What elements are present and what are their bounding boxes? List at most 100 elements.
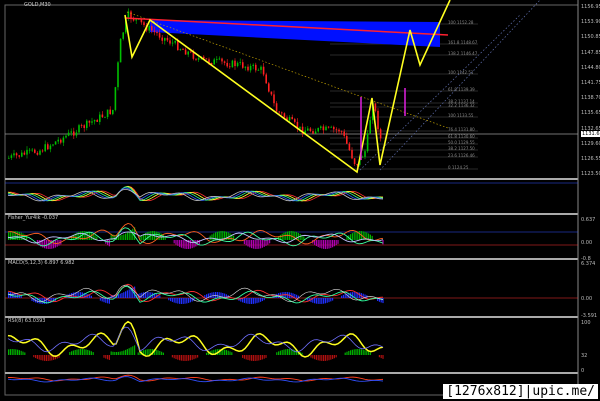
macd-histogram-bar <box>150 292 152 298</box>
candle-body <box>208 59 210 63</box>
rsi-histogram-bar <box>9 349 11 355</box>
macd-histogram-bar <box>157 294 159 298</box>
fisher-histogram-bar <box>177 240 179 246</box>
candle-body <box>294 119 296 122</box>
rsi-histogram-bar <box>144 349 146 355</box>
dotted-trendline <box>126 11 449 129</box>
rsi-axis-mid: 32 <box>581 353 588 359</box>
fisher-histogram-bar <box>220 231 222 240</box>
candle-body <box>132 18 135 21</box>
candle-body <box>151 25 153 31</box>
macd-histogram-bar <box>74 292 76 298</box>
rsi-histogram-bar <box>312 355 314 359</box>
fisher-histogram-bar <box>71 235 73 240</box>
macd-histogram-bar <box>101 298 103 302</box>
macd-histogram-bar <box>364 294 366 298</box>
fisher-histogram-bar <box>296 232 298 240</box>
candle-body <box>190 51 192 53</box>
fisher-histogram-bar <box>222 231 224 240</box>
candle-body <box>374 103 377 111</box>
rsi-histogram-bar <box>126 349 128 355</box>
candle-body <box>353 158 356 165</box>
fisher-histogram-bar <box>20 232 22 240</box>
rsi-histogram-bar <box>242 355 244 358</box>
price-axis-label: 1144.80 <box>581 64 600 71</box>
fisher-label: Fisher_Yur4ik -0.037 <box>8 215 59 221</box>
macd-histogram-bar <box>315 298 317 304</box>
fisher-histogram-bar <box>110 233 112 240</box>
macd-label: MACD(5,12,3) 6.897 6.982 <box>8 260 75 266</box>
macd-histogram-bar <box>377 298 379 301</box>
macd-histogram-bar <box>207 293 209 298</box>
panel-separator <box>5 178 578 180</box>
fisher-histogram-bar <box>303 236 305 240</box>
macd-histogram-bar <box>346 293 348 298</box>
fisher-histogram-bar <box>357 231 359 240</box>
macd-histogram-bar <box>251 298 253 304</box>
candle-body <box>23 152 26 155</box>
price-axis-label: 1156.95 <box>581 4 600 10</box>
fisher-histogram-bar <box>36 240 38 245</box>
fisher-histogram-bar <box>317 240 319 248</box>
fisher-histogram-bar <box>279 234 281 240</box>
macd-histogram-bar <box>323 298 325 304</box>
rsi-histogram-bar <box>153 349 155 355</box>
rsi-histogram-bar <box>143 350 145 355</box>
rsi-histogram-bar <box>171 355 173 358</box>
rsi-histogram-bar <box>11 349 13 355</box>
macd-histogram-bar <box>220 292 222 298</box>
fib-level-label: 161.8 1148.67 <box>448 40 478 45</box>
fisher-histogram-bar <box>269 240 271 244</box>
candle-body <box>340 131 343 133</box>
fisher-histogram-bar <box>92 234 94 240</box>
fib-level-label: 100 1133.55 <box>448 113 474 118</box>
macd-histogram-bar <box>114 294 116 298</box>
fisher-histogram-bar <box>182 240 184 249</box>
candle-body <box>164 37 166 41</box>
candle-body <box>195 58 197 60</box>
candle-body <box>117 62 119 88</box>
fisher-histogram-bar <box>297 232 299 240</box>
rsi-histogram-bar <box>188 355 190 361</box>
panel-separator <box>5 258 578 260</box>
macd-histogram-bar <box>108 298 110 304</box>
bottom-indicator-line <box>7 374 384 382</box>
rsi-histogram-bar <box>78 349 80 355</box>
fisher-histogram-bar <box>8 232 10 240</box>
macd-histogram-bar <box>351 292 353 298</box>
rsi-histogram-bar <box>323 355 325 361</box>
fisher-histogram-bar <box>143 233 145 240</box>
rsi-histogram-bar <box>278 351 280 355</box>
macd-histogram-bar <box>294 294 296 298</box>
fib-level-label: 0 1124.25 <box>448 165 469 170</box>
candle-body <box>327 126 330 128</box>
price-axis-label: 1153.90 <box>581 19 600 26</box>
candle-body <box>221 58 223 62</box>
fisher-histogram-bar <box>11 231 13 240</box>
fisher-axis-zero: 0.00 <box>581 240 593 246</box>
fisher-histogram-bar <box>321 240 323 249</box>
rsi-histogram-bar <box>24 352 26 355</box>
price-axis-label: 1138.70 <box>581 95 600 102</box>
candle-body <box>65 135 67 138</box>
candle-body <box>54 141 57 145</box>
candle-body <box>91 121 93 123</box>
rsi-histogram-bar <box>195 355 197 359</box>
macd-histogram-bar <box>224 293 226 298</box>
candle-body <box>270 91 273 95</box>
fib-level-label: 76.4 1131.80 <box>448 127 475 132</box>
candle-body <box>265 74 267 84</box>
rsi-histogram-bar <box>125 349 127 355</box>
candle-body <box>338 129 340 132</box>
fisher-histogram-bar <box>366 232 368 240</box>
macd-histogram-bar <box>170 298 172 302</box>
fisher-histogram-bar <box>162 234 164 240</box>
fisher-histogram-bar <box>186 240 188 249</box>
fisher-histogram-bar <box>18 231 20 240</box>
rsi-histogram-bar <box>296 350 298 355</box>
macd-histogram-bar <box>211 292 213 298</box>
rsi-histogram-bar <box>215 349 217 355</box>
macd-histogram-bar <box>177 298 179 304</box>
candle-body <box>320 126 322 128</box>
